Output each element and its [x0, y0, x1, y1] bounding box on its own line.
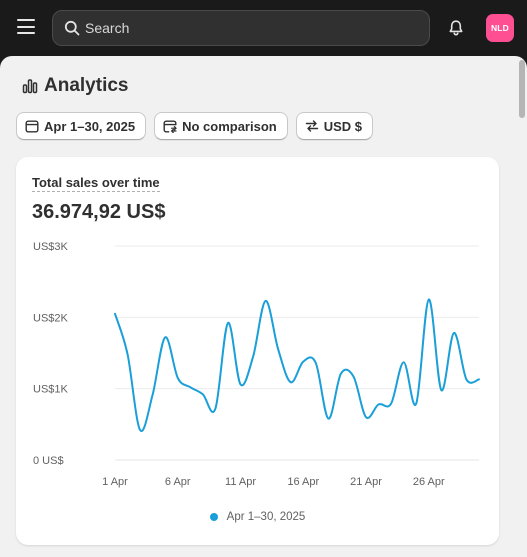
top-bar: NLD: [0, 0, 527, 56]
bar-chart-icon: [22, 79, 38, 94]
sales-line-chart: 0 US$ US$1K US$2K US$3K 1 Apr 6 Apr 11 Apr 16 A…: [33, 241, 480, 488]
x-tick-label: 11 Apr: [225, 476, 256, 488]
legend-label: Apr 1–30, 2025: [226, 511, 306, 523]
series-line: [114, 298, 480, 433]
x-tick-label: 1 Apr: [102, 476, 128, 488]
total-sales-card: Total sales over time 36.974,92 US$ 0 US…: [16, 157, 499, 545]
currency-label: USD $: [323, 118, 362, 134]
date-range-button[interactable]: Apr 1–30, 2025: [16, 112, 147, 140]
currency-button[interactable]: USD $: [295, 112, 373, 140]
x-tick-label: 16 Apr: [287, 476, 319, 488]
search-input[interactable]: [85, 18, 415, 38]
comparison-label: No comparison: [182, 118, 277, 134]
chart-legend[interactable]: Apr 1–30, 2025: [16, 511, 499, 523]
page-title: Analytics: [44, 75, 129, 96]
search-icon: [64, 20, 80, 36]
y-tick-label: 0 US$: [33, 455, 64, 467]
avatar[interactable]: NLD: [486, 14, 514, 42]
search-box[interactable]: [52, 10, 430, 46]
scrollbar[interactable]: [519, 60, 525, 118]
currency-exchange-icon: [305, 120, 318, 132]
y-tick-label: US$1K: [33, 384, 69, 396]
x-tick-label: 21 Apr: [350, 476, 382, 488]
x-tick-label: 6 Apr: [165, 476, 191, 488]
page-header: Analytics: [22, 75, 128, 97]
date-range-label: Apr 1–30, 2025: [44, 118, 136, 134]
comparison-button[interactable]: No comparison: [154, 112, 288, 140]
total-sales-value: 36.974,92 US$: [32, 201, 166, 223]
y-tick-label: US$2K: [33, 312, 69, 324]
y-tick-label: US$3K: [33, 241, 69, 253]
legend-dot: [209, 513, 218, 521]
calendar-icon: [25, 120, 39, 133]
bell-icon[interactable]: [447, 19, 465, 37]
card-title[interactable]: Total sales over time: [32, 175, 160, 192]
filter-bar: Apr 1–30, 2025 No comparison USD $: [16, 112, 373, 140]
x-tick-label: 26 Apr: [413, 476, 445, 488]
menu-icon[interactable]: [17, 19, 35, 35]
main-content: Analytics Apr 1–30, 2025 No comparison U…: [0, 56, 527, 557]
calendar-compare-icon: [163, 120, 177, 133]
